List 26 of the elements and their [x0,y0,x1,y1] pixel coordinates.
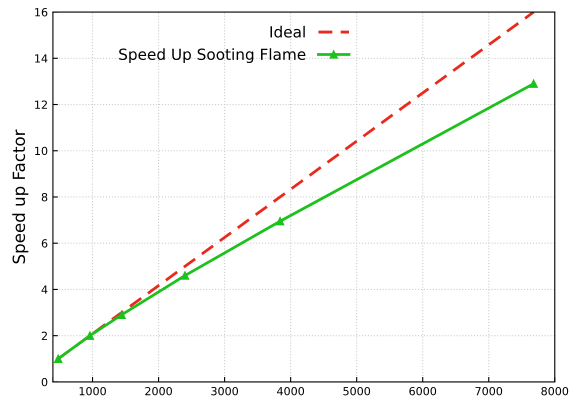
y-tick-label: 16 [35,8,48,16]
x-tick-label: 6000 [409,386,436,396]
point [276,217,284,226]
y-tick-label: 6 [42,239,48,248]
y-tick-label: 12 [35,100,47,109]
x-tick-label: 7000 [476,386,502,396]
y-tick-label: 10 [35,146,48,156]
legend-label: Ideal [270,26,305,38]
y-tick-label: 8 [42,192,48,202]
y-tick-label: 4 [42,286,48,294]
point [180,271,190,280]
y-tick-label: 2 [42,332,47,340]
x-tick-label: 8000 [541,386,568,396]
x-tick-label: 4000 [277,386,304,396]
y-tick-label: 14 [35,54,48,63]
legend-label: Speed Up Sooting Flame [119,48,306,64]
x-tick-label: 3000 [211,386,238,396]
x-tick-label: 1000 [80,386,106,396]
point [529,80,538,88]
point [54,354,62,363]
point [117,310,126,320]
point [86,332,94,340]
y-tick-label: 0 [42,378,48,386]
y-axis-title: Speed up Factor [12,129,28,264]
x-tick-label: 5000 [343,386,370,396]
x-tick-label: 2000 [145,386,172,396]
